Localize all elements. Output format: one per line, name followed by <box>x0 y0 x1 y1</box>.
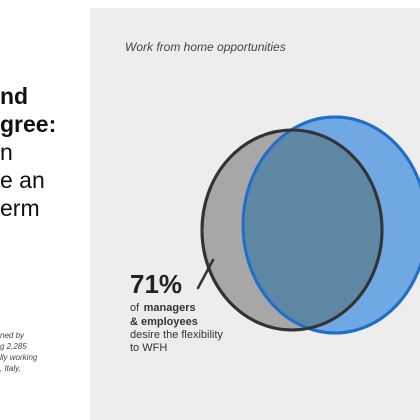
headline-line-1: nd <box>0 83 29 109</box>
venn-diagram <box>196 115 420 335</box>
headline-panel: nd gree: n e an erm ned by g 2,285 lly w… <box>0 0 90 420</box>
callout-line <box>196 258 215 290</box>
headline-line-4: e an <box>0 167 45 193</box>
footnote-line-4: , Italy, <box>0 364 21 373</box>
stat-line-2: managers <box>143 302 196 314</box>
stat-value: 71% <box>130 269 183 299</box>
stat-line-5: to WFH <box>130 342 168 354</box>
stat-callout: 71% of managers & employees desire the f… <box>130 270 223 355</box>
employees-outline <box>241 115 420 335</box>
headline-line-2: gree: <box>0 111 57 137</box>
stat-line-4: desire the flexibility <box>130 329 223 341</box>
headline-line-3: n <box>0 139 13 165</box>
headline: nd gree: n e an erm <box>0 82 90 222</box>
footnote-line-2: g 2,285 <box>0 342 27 351</box>
stat-line-3: & employees <box>130 316 198 328</box>
footnote: ned by g 2,285 lly working , Italy, <box>0 330 90 374</box>
chart-title: Work from home opportunities <box>125 40 286 54</box>
footnote-line-3: lly working <box>0 353 38 362</box>
headline-line-5: erm <box>0 195 40 221</box>
stat-line-1: of <box>130 302 140 314</box>
managers-outline <box>200 128 384 332</box>
chart-panel: Work from home opportunities 71% of mana… <box>90 8 420 420</box>
footnote-line-1: ned by <box>0 331 25 340</box>
